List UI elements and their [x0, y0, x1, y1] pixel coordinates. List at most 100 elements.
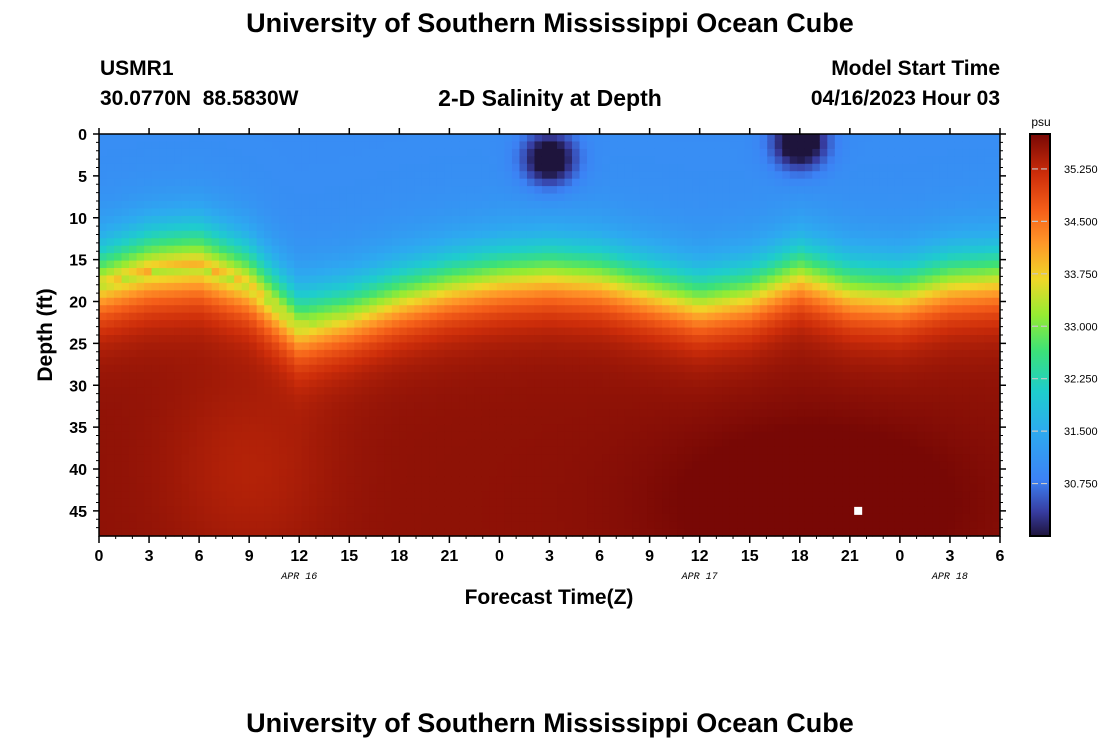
heat-cell [414, 141, 423, 150]
heat-cell [541, 364, 551, 373]
heat-cell [421, 171, 430, 180]
heat-cell [181, 513, 190, 522]
heat-cell [324, 379, 333, 388]
heat-cell [421, 506, 430, 515]
heat-cell [767, 193, 776, 202]
heat-cell [166, 282, 175, 291]
heat-cell [219, 431, 228, 440]
heat-cell [121, 223, 130, 232]
heat-cell [466, 148, 476, 157]
heat-cell [549, 476, 558, 485]
heat-cell [219, 335, 228, 344]
heat-cell [654, 528, 663, 537]
heat-cell [579, 528, 588, 537]
heat-cell [399, 387, 408, 396]
heat-cell [526, 230, 536, 239]
heat-cell [121, 446, 130, 455]
heat-cell [466, 134, 476, 143]
heat-cell [399, 186, 408, 195]
heat-cell [369, 424, 378, 433]
heat-cell [587, 297, 596, 306]
heat-cell [121, 409, 130, 418]
heat-cell [632, 260, 641, 269]
heat-cell [219, 312, 228, 321]
heat-cell [587, 335, 596, 344]
heat-cell [301, 327, 310, 336]
heat-cell [204, 469, 213, 478]
heat-cell [361, 439, 370, 448]
heat-cell [166, 483, 175, 492]
heat-cell [136, 521, 145, 530]
heat-cell [729, 223, 738, 232]
heat-cell [639, 335, 648, 344]
heat-cell [459, 156, 468, 165]
heat-cell [662, 305, 671, 314]
heat-cell [144, 282, 153, 291]
heat-cell [534, 357, 543, 366]
heat-cell [699, 312, 708, 321]
heat-cell [534, 208, 543, 217]
heat-cell [722, 282, 731, 291]
heat-cell [774, 461, 783, 470]
heat-cell [114, 424, 123, 433]
heat-cell [301, 409, 310, 418]
heat-cell [249, 521, 258, 530]
heat-cell [339, 372, 348, 381]
heat-cell [286, 349, 295, 358]
heat-cell [572, 431, 581, 440]
heat-cell [767, 245, 776, 254]
heat-cell [414, 171, 423, 180]
heat-cell [654, 394, 663, 403]
heat-cell [474, 297, 483, 306]
heat-cell [496, 454, 506, 463]
heat-cell [286, 171, 295, 180]
heat-cell [459, 223, 468, 232]
heat-cell [744, 320, 753, 329]
heat-cell [677, 335, 686, 344]
heat-cell [444, 372, 453, 381]
heat-cell [609, 275, 618, 284]
heat-cell [129, 178, 138, 187]
heat-cell [136, 506, 145, 515]
heat-cell [106, 290, 115, 299]
heat-cell [136, 439, 145, 448]
heat-cell [632, 238, 641, 247]
heat-cell [767, 506, 776, 515]
heat-cell [286, 402, 295, 411]
heat-cell [609, 290, 618, 299]
heat-cell [496, 297, 506, 306]
heat-cell [602, 521, 611, 530]
heat-cell [602, 416, 611, 425]
heat-cell [767, 409, 776, 418]
heat-cell [279, 528, 288, 537]
heat-cell [639, 424, 648, 433]
heat-cell [391, 178, 400, 187]
heat-cell [624, 528, 633, 537]
heat-cell [699, 141, 708, 150]
heat-cell [331, 312, 340, 321]
heat-cell [654, 253, 663, 262]
heat-cell [144, 275, 153, 284]
heat-cell [639, 528, 648, 537]
heat-cell [699, 290, 708, 299]
heat-cell [414, 528, 423, 537]
heat-cell [774, 208, 783, 217]
heat-cell [211, 260, 220, 269]
heat-cell [511, 446, 521, 455]
heat-cell [669, 476, 678, 485]
heat-cell [572, 171, 581, 180]
heat-cell [399, 148, 408, 157]
heat-cell [286, 454, 295, 463]
heat-cell [234, 476, 243, 485]
heat-cell [587, 208, 596, 217]
heat-cell [369, 476, 378, 485]
heat-cell [384, 156, 393, 165]
heat-cell [647, 364, 656, 373]
heat-cell [421, 335, 430, 344]
heat-cell [587, 268, 596, 277]
heat-cell [714, 454, 723, 463]
heat-cell [767, 446, 776, 455]
heat-cell [421, 297, 430, 306]
heat-cell [707, 372, 716, 381]
heat-cell [181, 387, 190, 396]
